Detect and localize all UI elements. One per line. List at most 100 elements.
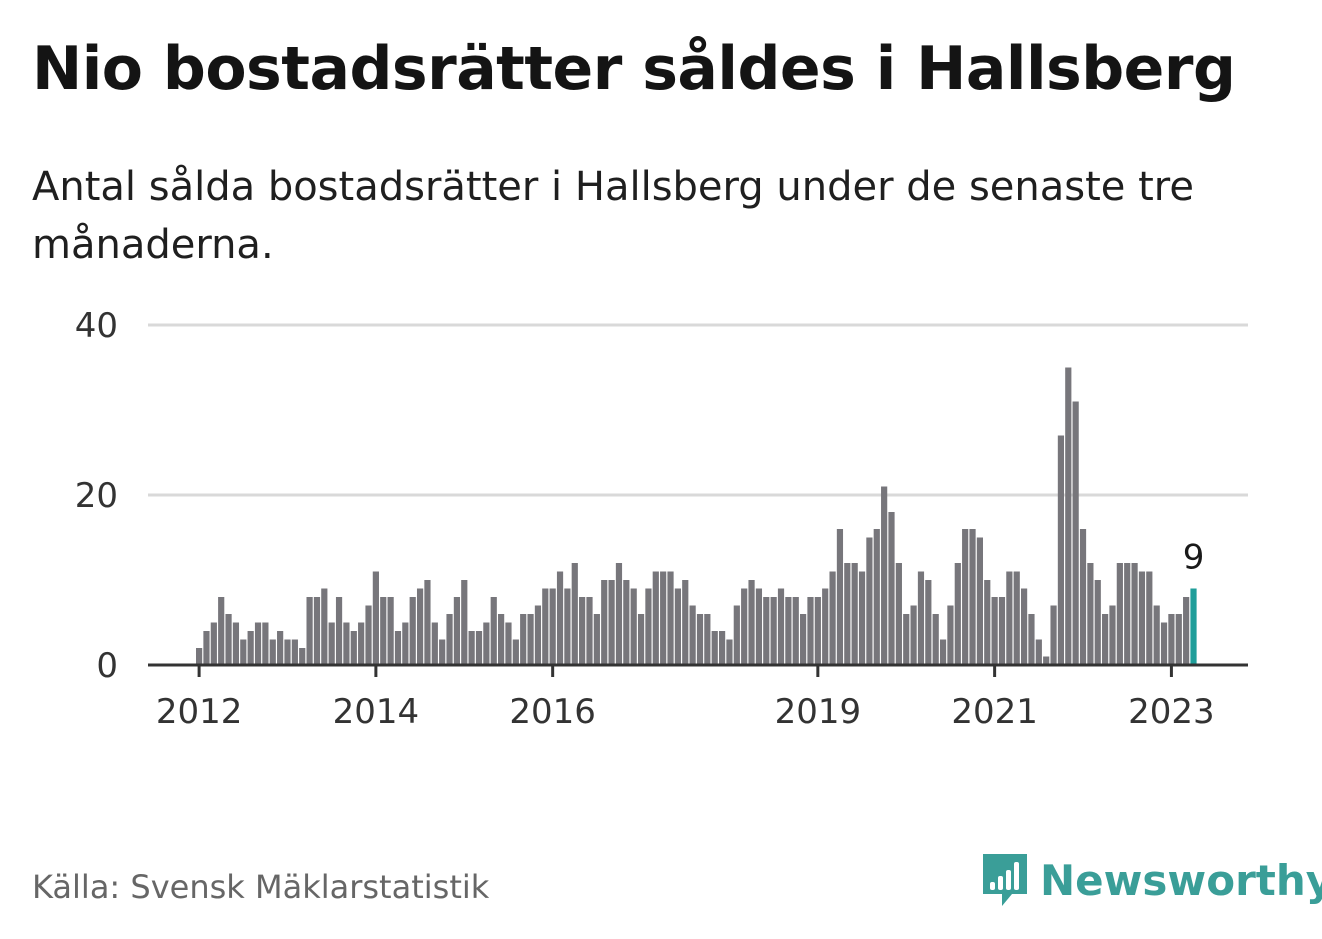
bar <box>1131 563 1138 665</box>
bar <box>203 631 210 665</box>
bars <box>196 367 1197 665</box>
bar <box>903 614 910 665</box>
bar <box>490 597 497 665</box>
bar <box>380 597 387 665</box>
bar <box>262 622 269 665</box>
bar <box>998 597 1006 665</box>
bar <box>1109 605 1116 665</box>
bar <box>387 597 394 665</box>
bar <box>1043 656 1050 665</box>
bar <box>984 580 991 665</box>
bar <box>306 597 313 665</box>
bar <box>645 588 652 665</box>
bar <box>321 588 328 665</box>
bar <box>586 597 593 665</box>
bar <box>1153 605 1160 665</box>
bar <box>807 597 814 665</box>
bar <box>240 639 247 665</box>
bar <box>218 597 225 665</box>
bar <box>1013 571 1020 665</box>
bar-chart: 0 20 40 2012 2014 2016 2019 2021 2023 9 <box>75 306 1248 732</box>
bar <box>402 622 409 665</box>
bar <box>696 614 704 665</box>
gridlines <box>148 323 1248 497</box>
bar <box>225 614 232 665</box>
bar <box>350 631 357 665</box>
bar <box>416 588 424 665</box>
bar <box>748 580 755 665</box>
bar <box>1146 571 1153 665</box>
bar <box>527 614 534 665</box>
brand-name: Newsworthy <box>1040 855 1322 905</box>
bar <box>660 571 667 665</box>
bar <box>976 537 983 665</box>
y-tick-label: 0 <box>96 646 118 686</box>
bar <box>483 622 490 665</box>
bar <box>637 614 645 665</box>
bar <box>1102 614 1109 665</box>
bar <box>836 529 844 665</box>
bar <box>689 605 696 665</box>
bar <box>269 639 276 665</box>
bar <box>556 571 564 665</box>
bar <box>424 580 431 665</box>
bar <box>800 614 807 665</box>
bar <box>851 563 858 665</box>
bar <box>210 622 217 665</box>
bar <box>741 588 748 665</box>
bar <box>866 537 873 665</box>
bar <box>888 512 895 665</box>
bar <box>446 614 453 665</box>
bar <box>335 597 343 665</box>
bar <box>704 614 711 665</box>
bar <box>615 563 623 665</box>
bar <box>579 597 586 665</box>
bar <box>254 622 262 665</box>
bar <box>939 639 947 665</box>
bar <box>954 563 961 665</box>
bar <box>881 486 888 665</box>
bar <box>1035 639 1042 665</box>
bar <box>623 580 630 665</box>
bar <box>277 631 284 665</box>
bar <box>313 597 321 665</box>
y-tick-label: 40 <box>75 306 118 346</box>
bar <box>630 588 637 665</box>
bar <box>196 648 203 665</box>
bar <box>1065 367 1072 665</box>
bar <box>394 631 402 665</box>
bar <box>674 588 681 665</box>
bar <box>932 614 939 665</box>
bar <box>299 648 306 665</box>
bar <box>520 614 527 665</box>
bar <box>593 614 600 665</box>
bar <box>1079 529 1087 665</box>
bar <box>1087 563 1094 665</box>
bar <box>873 529 880 665</box>
bar <box>431 622 438 665</box>
bar <box>608 580 615 665</box>
chart-title: Nio bostadsrätter såldes i Hallsberg <box>32 34 1236 104</box>
chart-subtitle: Antal sålda bostadsrätter i Hallsberg un… <box>32 164 1194 268</box>
x-tick-label: 2023 <box>1128 692 1215 732</box>
bar <box>291 639 298 665</box>
bar <box>1094 580 1101 665</box>
bar <box>542 588 549 665</box>
source-note: Källa: Svensk Mäklarstatistik <box>32 868 490 906</box>
bar <box>1183 597 1190 665</box>
bar <box>1057 435 1065 665</box>
bar <box>534 605 542 665</box>
bar <box>1160 622 1168 665</box>
x-tick-label: 2021 <box>951 692 1038 732</box>
x-tick-label: 2016 <box>509 692 596 732</box>
bar <box>284 639 291 665</box>
bar <box>1138 571 1146 665</box>
bar <box>1175 614 1182 665</box>
bar <box>682 580 689 665</box>
bar <box>947 605 954 665</box>
bar <box>549 588 556 665</box>
brand-logo: Newsworthy <box>980 850 1322 910</box>
bar <box>969 529 976 665</box>
bar <box>247 631 254 665</box>
bar <box>711 631 718 665</box>
